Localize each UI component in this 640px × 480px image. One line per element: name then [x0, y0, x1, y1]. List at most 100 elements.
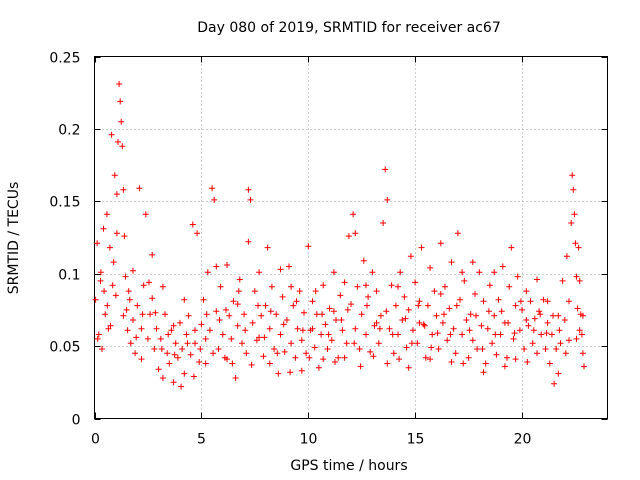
data-point	[557, 340, 564, 347]
data-point	[255, 302, 261, 309]
data-point	[229, 360, 236, 367]
data-point	[174, 354, 181, 361]
data-point	[544, 298, 551, 305]
data-point	[519, 306, 525, 313]
data-point	[118, 118, 125, 125]
data-point	[158, 346, 165, 352]
data-point	[127, 340, 134, 347]
data-point	[568, 220, 575, 226]
data-point	[339, 327, 346, 334]
data-point	[395, 331, 401, 338]
data-point	[364, 302, 370, 309]
data-point	[542, 346, 549, 352]
data-point	[119, 143, 126, 150]
data-point	[498, 308, 505, 315]
data-point	[149, 295, 156, 302]
data-point	[260, 353, 267, 360]
data-point	[332, 359, 338, 365]
data-point	[299, 327, 306, 334]
data-point	[325, 331, 332, 338]
data-point	[287, 369, 294, 376]
data-point	[312, 288, 319, 295]
data-point	[369, 269, 376, 276]
data-point	[95, 331, 102, 338]
data-point	[354, 283, 361, 290]
data-point	[363, 331, 369, 338]
data-point	[341, 279, 348, 286]
chart-title: Day 080 of 2019, SRMTID for receiver ac6…	[197, 20, 501, 36]
data-point	[203, 311, 210, 318]
data-point	[562, 350, 569, 357]
data-point	[575, 244, 582, 251]
data-point	[219, 331, 226, 338]
data-point	[578, 331, 585, 338]
data-point	[540, 296, 547, 303]
data-point	[277, 331, 284, 338]
data-point	[100, 225, 107, 232]
data-point	[416, 298, 423, 305]
data-point	[416, 319, 423, 326]
y-axis-label: SRMTID / TECUs	[6, 182, 22, 295]
data-point	[550, 312, 556, 319]
data-point	[200, 296, 207, 303]
data-point	[525, 322, 532, 329]
data-point	[579, 312, 586, 319]
data-point	[256, 269, 263, 276]
data-point	[529, 340, 536, 347]
data-point	[116, 81, 123, 87]
data-point	[280, 321, 287, 328]
data-point	[97, 269, 104, 276]
data-point	[198, 321, 205, 328]
data-point	[338, 317, 345, 323]
data-point	[281, 348, 288, 355]
data-point	[267, 308, 274, 315]
data-point	[341, 354, 348, 361]
data-point	[579, 350, 586, 357]
data-point	[151, 346, 158, 352]
data-point	[251, 288, 258, 295]
data-point	[318, 331, 325, 338]
data-point	[152, 309, 159, 316]
data-point	[467, 311, 474, 318]
data-point	[136, 185, 143, 192]
data-point	[473, 312, 479, 319]
data-point	[348, 301, 354, 308]
data-point	[352, 230, 359, 237]
data-point	[482, 360, 489, 367]
data-point	[448, 359, 455, 365]
y-tick-label: 0.05	[49, 340, 80, 356]
data-point	[147, 311, 154, 318]
data-point	[511, 330, 518, 337]
data-point	[499, 263, 506, 270]
data-point	[170, 379, 177, 386]
data-point	[514, 273, 521, 280]
data-point	[543, 330, 550, 337]
data-point	[290, 302, 297, 309]
data-point	[377, 312, 384, 319]
data-point	[94, 335, 101, 342]
data-point	[185, 312, 192, 319]
data-point	[106, 244, 113, 251]
data-point	[120, 186, 127, 193]
data-point	[363, 282, 369, 289]
data-point	[495, 296, 502, 303]
data-point	[506, 283, 513, 290]
data-point	[566, 337, 572, 344]
y-tick-label: 0.15	[49, 195, 80, 211]
y-tick-label: 0.1	[58, 268, 80, 284]
data-point	[258, 312, 265, 319]
data-point	[213, 308, 220, 315]
data-point	[209, 185, 216, 192]
data-point	[92, 296, 99, 303]
data-point	[121, 233, 128, 240]
data-point	[505, 319, 512, 326]
data-point	[274, 350, 281, 357]
data-point	[320, 356, 327, 363]
data-point	[472, 291, 478, 297]
data-point	[389, 331, 396, 338]
data-point	[315, 364, 322, 371]
data-point	[434, 330, 441, 337]
data-point	[164, 350, 171, 357]
data-point	[224, 262, 230, 268]
data-point	[292, 354, 299, 361]
